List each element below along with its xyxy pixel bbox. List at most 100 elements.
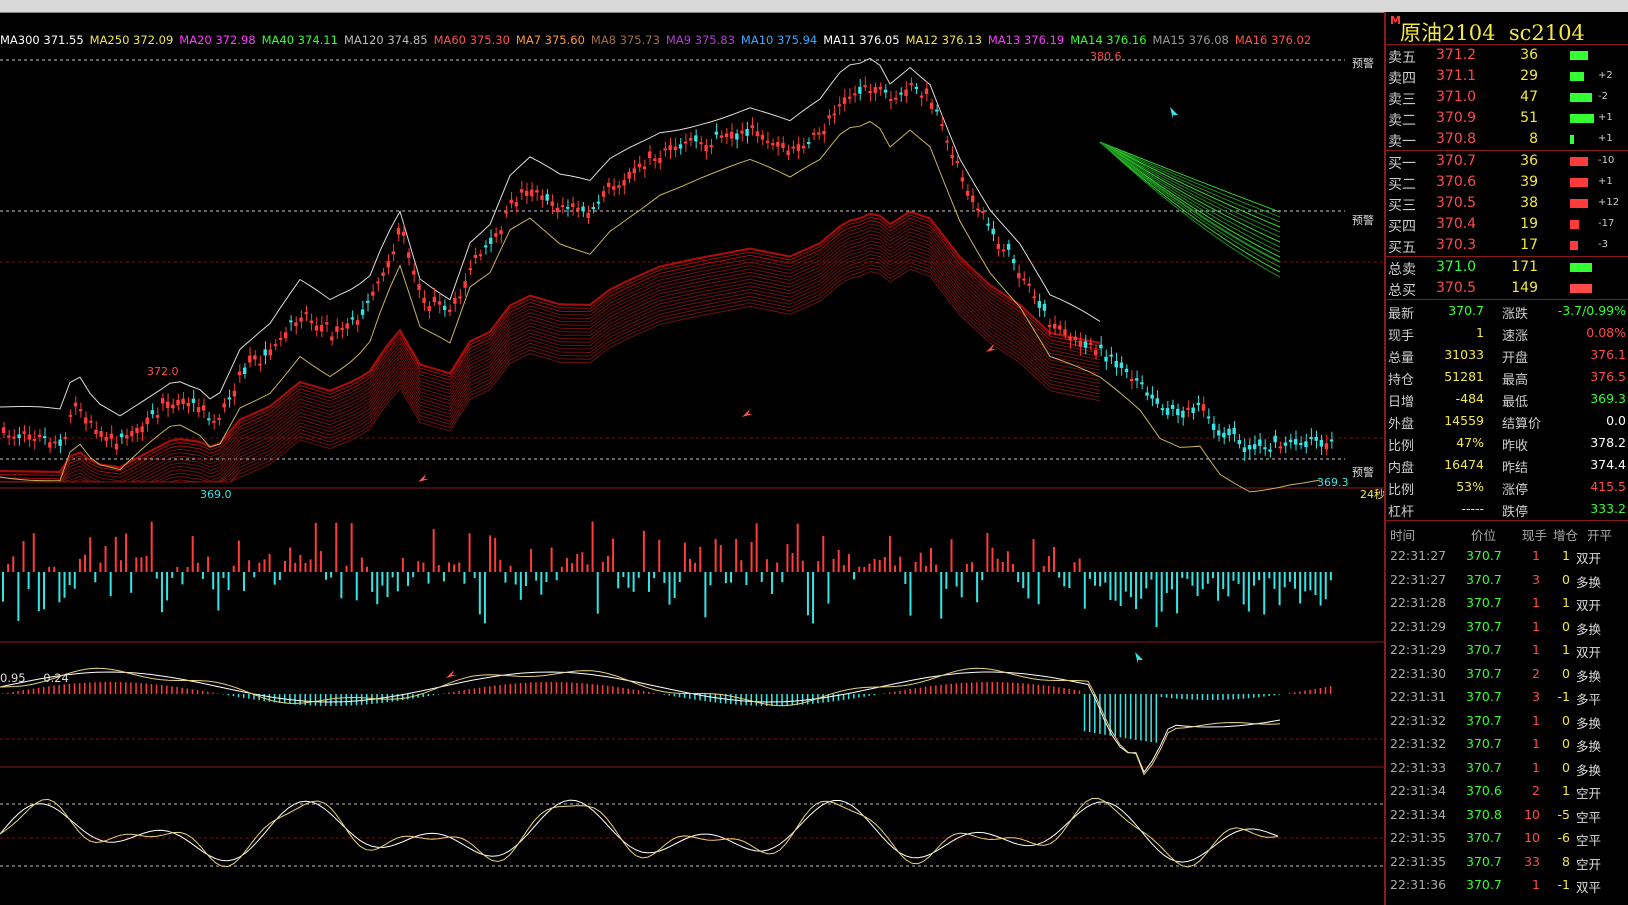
trade-row[interactable]: 22:31:35 370.7 10 -6 空平	[1386, 825, 1628, 849]
candle-body	[1211, 423, 1216, 430]
volume-bar	[27, 572, 30, 590]
total-row[interactable]: 总买 370.5 149	[1386, 278, 1628, 299]
candle-body	[694, 135, 698, 142]
candle-body	[617, 185, 621, 188]
volume-bar	[571, 563, 574, 572]
trade-row[interactable]: 22:31:27 370.7 1 1 双开	[1386, 543, 1628, 567]
toolbar	[0, 0, 1628, 13]
volume-bar	[32, 533, 35, 572]
candle-body	[1114, 360, 1118, 368]
trade-row[interactable]: 22:31:34 370.8 10 -5 空平	[1386, 802, 1628, 826]
ma-line	[0, 248, 1101, 483]
candle-body	[268, 349, 272, 356]
alert-label-2[interactable]: 预警	[1352, 214, 1374, 227]
trade-row[interactable]: 22:31:35 370.7 33 8 空开	[1386, 849, 1628, 873]
candle-body	[242, 367, 247, 375]
trade-row[interactable]: 22:31:27 370.7 3 0 多换	[1386, 567, 1628, 591]
trade-row[interactable]: 22:31:32 370.7 1 0 多换	[1386, 731, 1628, 755]
macd-bar	[919, 687, 922, 694]
volume-bar	[1109, 572, 1112, 600]
buy-signal-arrow	[742, 409, 753, 417]
ma-line	[0, 217, 1101, 480]
trade-row[interactable]: 22:31:28 370.7 1 1 双开	[1386, 590, 1628, 614]
macd-bar	[637, 690, 640, 694]
volume-bar	[473, 572, 476, 579]
trade-row[interactable]: 22:31:34 370.6 2 1 空开	[1386, 778, 1628, 802]
trade-row[interactable]: 22:31:33 370.7 1 0 多换	[1386, 755, 1628, 779]
order-level-row[interactable]: 卖三 371.0 47 -2	[1386, 87, 1628, 108]
level-volume-bar	[1570, 114, 1594, 123]
ma-line	[0, 231, 1101, 483]
candle-body	[222, 403, 226, 408]
volume-bar	[673, 572, 676, 598]
order-level-row[interactable]: 卖二 370.9 51 +1	[1386, 108, 1628, 129]
order-level-row[interactable]: 卖一 370.8 8 +1	[1386, 129, 1628, 150]
trade-row[interactable]: 22:31:29 370.7 1 0 多换	[1386, 614, 1628, 638]
trade-row[interactable]: 22:31:32 370.7 1 0 多换	[1386, 708, 1628, 732]
trade-row[interactable]: 22:31:29 370.7 1 1 双开	[1386, 637, 1628, 661]
macd-bar	[858, 694, 860, 698]
candle-body	[258, 363, 262, 366]
trade-type: 空平	[1576, 809, 1602, 825]
order-level-row[interactable]: 卖四 371.1 29 +2	[1386, 66, 1628, 87]
volume-bar	[458, 562, 461, 572]
macd-bar	[853, 694, 855, 699]
candle-body	[453, 298, 457, 304]
macd-bar	[396, 694, 399, 701]
volume-bar	[817, 561, 820, 572]
level-volume: 29	[1520, 68, 1538, 84]
trade-time: 22:31:35	[1390, 830, 1447, 845]
order-level-row[interactable]: 买五 370.3 17 -3	[1386, 235, 1628, 256]
candle-body	[904, 89, 908, 97]
kline-chart[interactable]	[0, 12, 1384, 905]
candle-body	[591, 207, 595, 210]
buy-signal-arrow	[418, 474, 429, 482]
trade-time: 22:31:27	[1390, 571, 1447, 587]
macd-bar	[904, 689, 906, 694]
trade-price: 370.7	[1466, 571, 1502, 587]
stat-label: 总量	[1388, 351, 1415, 366]
volume-bar	[166, 572, 169, 601]
candle-body	[150, 410, 155, 415]
macd-bar	[7, 692, 9, 694]
trade-row[interactable]: 22:31:36 370.7 1 -1 双平	[1386, 872, 1628, 896]
volume-bar	[432, 528, 435, 572]
level-delta: -17	[1598, 218, 1615, 229]
order-level-row[interactable]: 买三 370.5 38 +12	[1386, 193, 1628, 214]
macd-bar	[345, 694, 348, 706]
ma-legend-item: MA13 376.19	[987, 33, 1065, 47]
candle-body	[976, 208, 980, 211]
macd-bar	[576, 682, 578, 694]
chart-area[interactable]	[0, 12, 1384, 905]
macd-bar	[1042, 685, 1045, 694]
stat-value: 14559	[1444, 413, 1484, 428]
macd-bar	[417, 694, 419, 698]
volume-bar	[22, 541, 25, 572]
trade-row[interactable]: 22:31:31 370.7 3 -1 多平	[1386, 684, 1628, 708]
level-delta: -3	[1598, 239, 1608, 250]
volume-bar	[335, 522, 338, 572]
macd-bar	[822, 694, 824, 703]
col-qty: 现手	[1522, 528, 1548, 543]
candle-body	[84, 417, 88, 424]
alert-label-1[interactable]: 预警	[1352, 57, 1374, 70]
macd-bar	[504, 684, 506, 694]
macd-bar	[1288, 693, 1291, 694]
order-level-row[interactable]: 买一 370.7 36 -10	[1386, 151, 1628, 172]
total-row[interactable]: 总卖 371.0 171	[1386, 257, 1628, 278]
volume-bar	[878, 559, 881, 572]
trade-qty: 3	[1532, 689, 1540, 704]
macd-bar	[986, 682, 988, 694]
macd-bar	[647, 691, 650, 694]
volume-bar	[186, 566, 189, 572]
macd-bar	[1155, 694, 1158, 743]
order-level-row[interactable]: 卖五 371.2 36	[1386, 45, 1628, 66]
stat-label: 杠杆	[1388, 505, 1415, 520]
alert-label-3[interactable]: 预警	[1352, 466, 1374, 479]
trade-type: 多换	[1576, 762, 1602, 778]
macd-bar	[242, 694, 245, 698]
order-level-row[interactable]: 买二 370.6 39 +1	[1386, 172, 1628, 193]
trade-list[interactable]: 22:31:27 370.7 1 1 双开 22:31:27 370.7 3 0 多换 22:31:…	[1386, 543, 1628, 896]
trade-row[interactable]: 22:31:30 370.7 2 0 多换	[1386, 661, 1628, 685]
order-level-row[interactable]: 买四 370.4 19 -17	[1386, 214, 1628, 235]
